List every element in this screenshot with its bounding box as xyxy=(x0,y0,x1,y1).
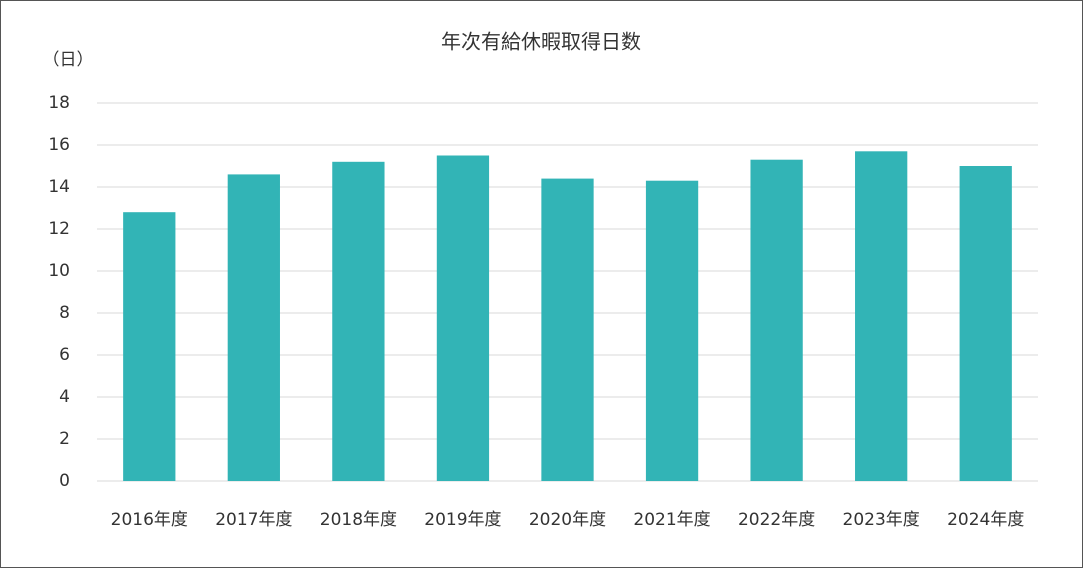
y-tick-label: 4 xyxy=(59,387,70,407)
bar xyxy=(541,178,594,481)
bar xyxy=(750,159,803,481)
y-tick-label: 0 xyxy=(59,471,70,491)
y-tick-label: 2 xyxy=(59,429,70,449)
y-tick-label: 6 xyxy=(59,345,70,365)
x-tick-label: 2024年度 xyxy=(947,510,1024,530)
bar xyxy=(855,151,908,482)
y-tick-label: 12 xyxy=(48,219,70,239)
x-tick-label: 2020年度 xyxy=(529,510,606,530)
x-tick-label: 2017年度 xyxy=(215,510,292,530)
x-tick-label: 2022年度 xyxy=(738,510,815,530)
y-tick-label: 10 xyxy=(48,261,70,281)
bar xyxy=(227,174,280,481)
bar xyxy=(959,166,1012,481)
bar xyxy=(123,212,176,481)
y-tick-label: 18 xyxy=(48,93,70,113)
y-tick-label: 16 xyxy=(48,135,70,155)
x-tick-label: 2018年度 xyxy=(320,510,397,530)
y-tick-label: 8 xyxy=(59,303,70,323)
bar xyxy=(332,161,385,482)
x-tick-label: 2023年度 xyxy=(843,510,920,530)
x-tick-label: 2021年度 xyxy=(633,510,710,530)
y-axis-unit: （日） xyxy=(43,50,94,70)
x-tick-label: 2019年度 xyxy=(424,510,501,530)
bar xyxy=(436,155,490,481)
bar xyxy=(645,180,699,481)
chart-title: 年次有給休暇取得日数 xyxy=(441,30,641,54)
x-tick-label: 2016年度 xyxy=(111,510,188,530)
y-tick-label: 14 xyxy=(48,177,70,197)
